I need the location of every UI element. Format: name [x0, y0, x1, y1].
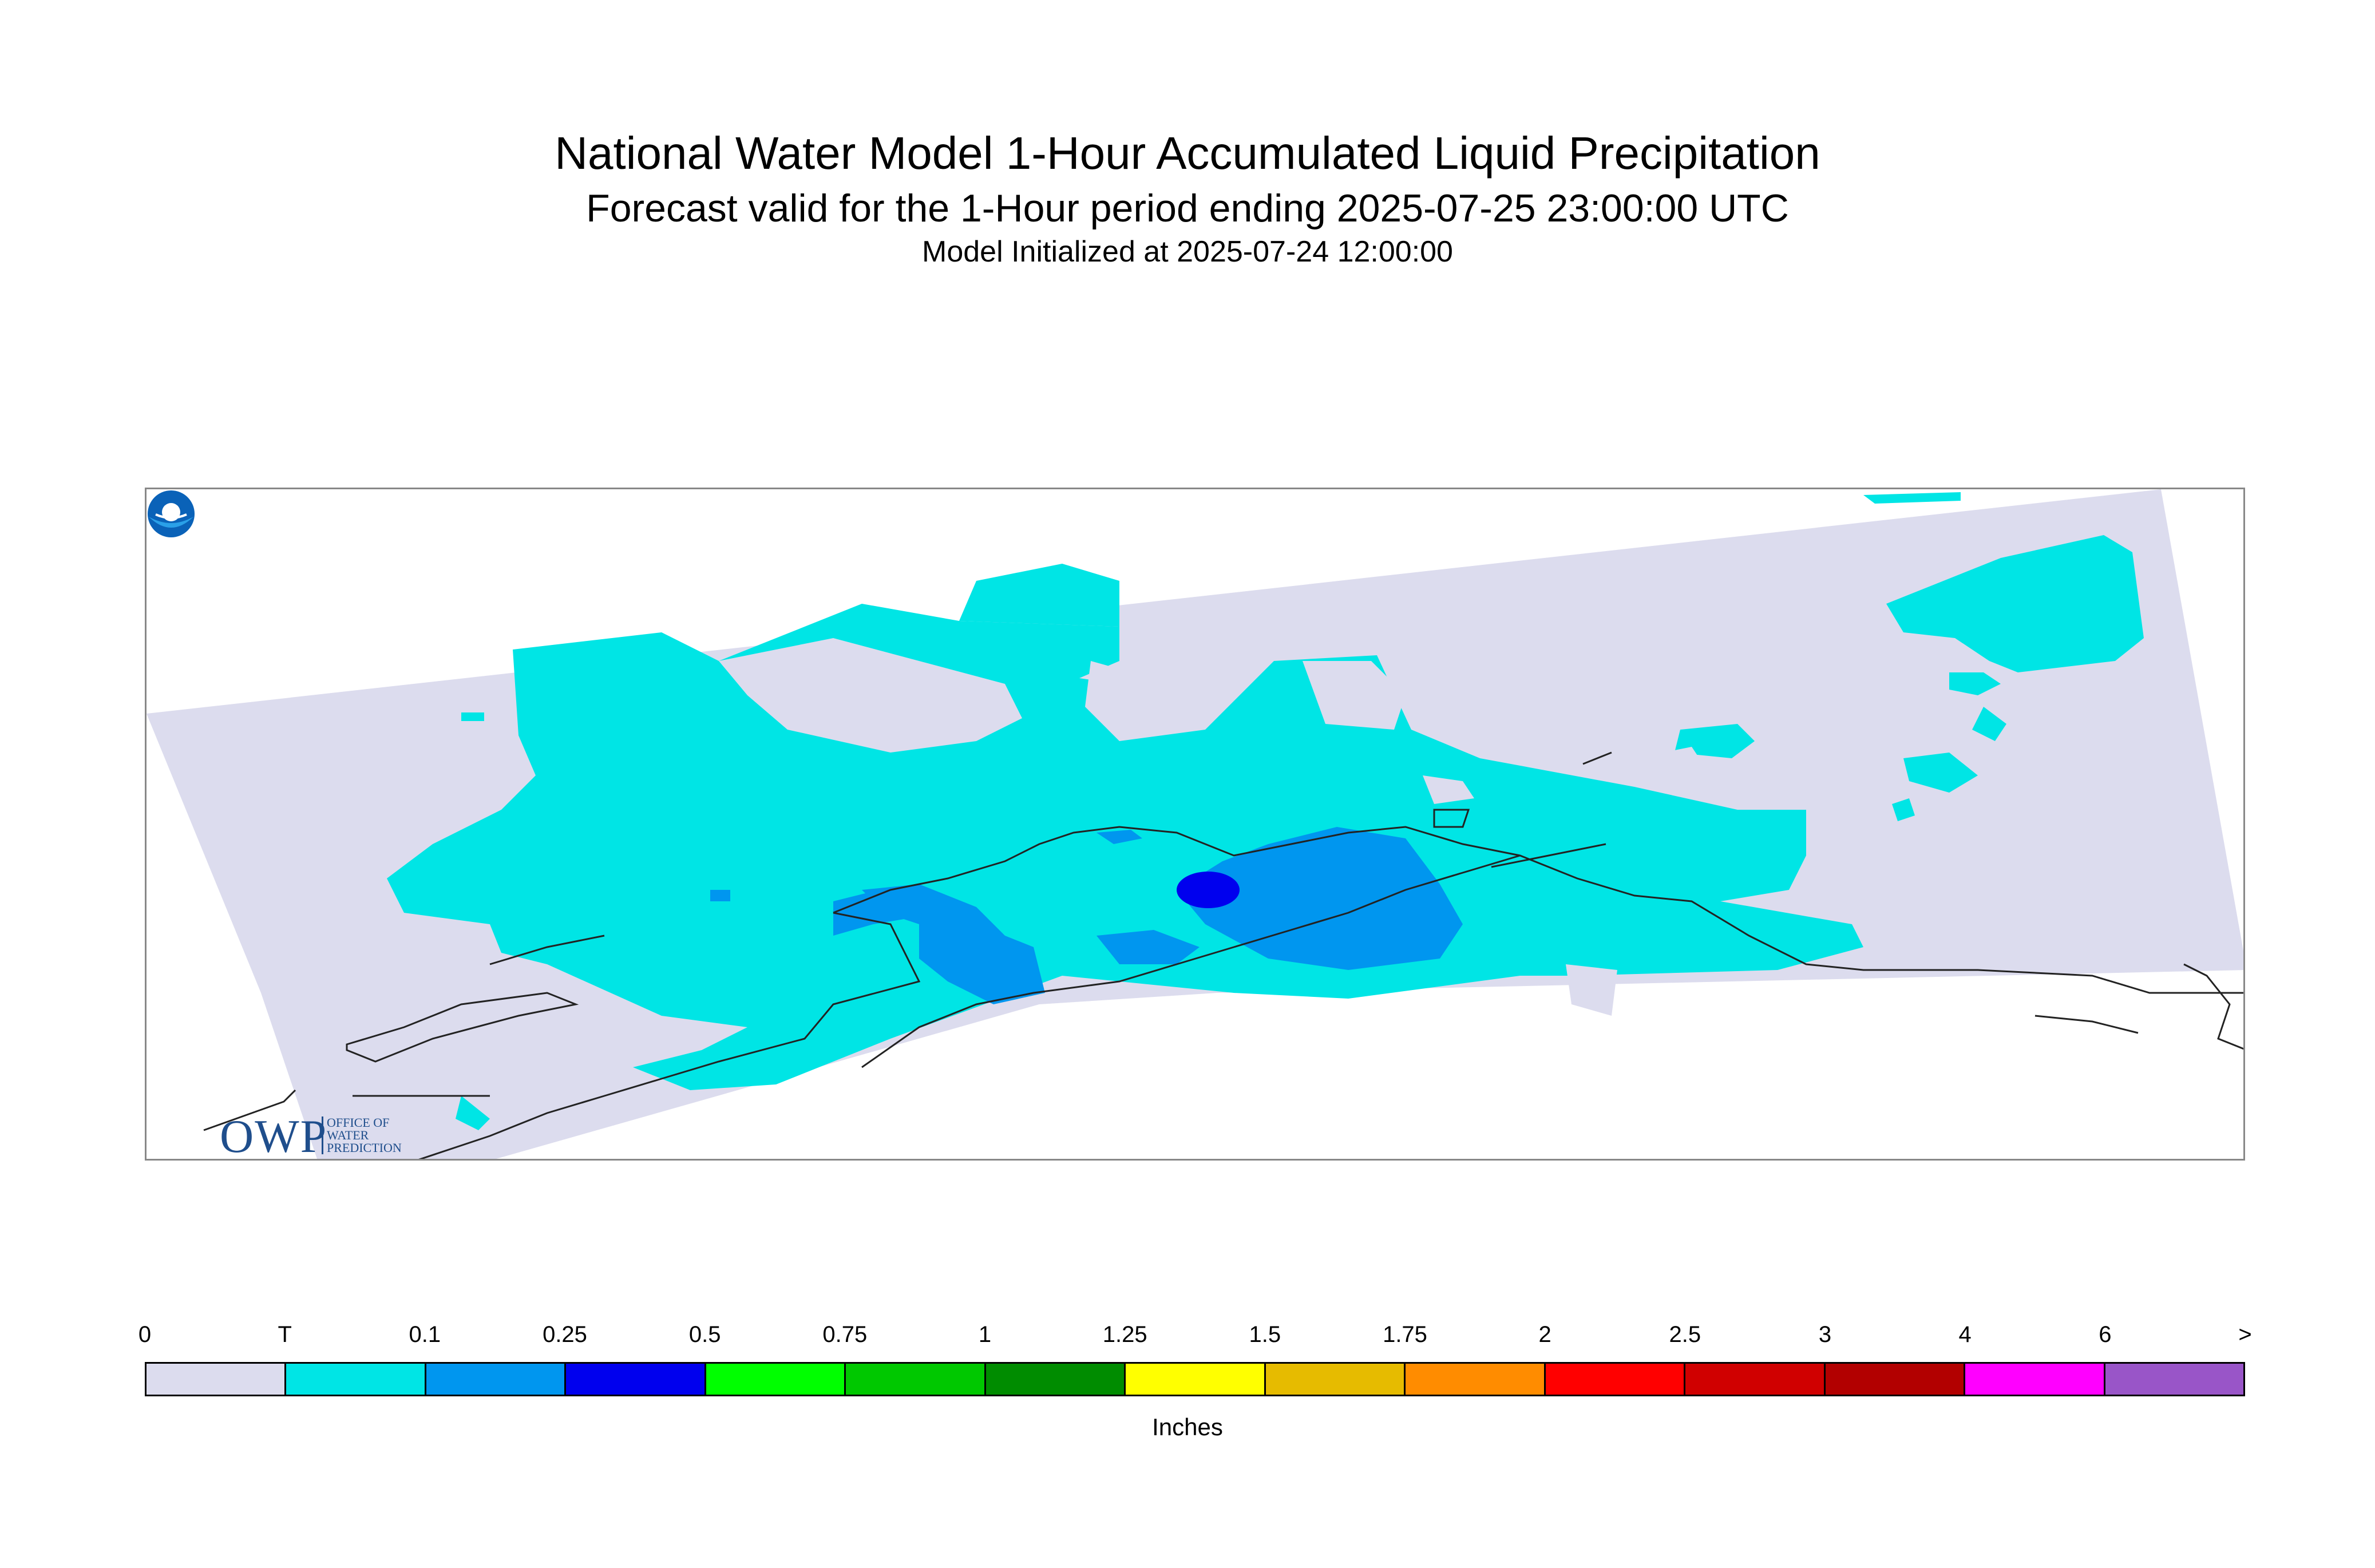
legend-tick-label: 2.5 [1669, 1322, 1701, 1347]
legend-units-label: Inches [1152, 1413, 1223, 1440]
map-title: National Water Model 1-Hour Accumulated … [555, 128, 1820, 179]
legend-swatch [286, 1364, 426, 1395]
legend-tick-label: 1 [978, 1322, 992, 1347]
legend-swatch [985, 1364, 1126, 1395]
legend-tick-label: 4 [1958, 1322, 1972, 1347]
legend-tick-label: 0.1 [409, 1322, 441, 1347]
legend-tick-label: T [278, 1322, 292, 1347]
legend-tick-label: 0.25 [543, 1322, 587, 1347]
legend-swatch [1825, 1364, 1966, 1395]
legend-tick-label: > [2238, 1322, 2252, 1347]
legend-swatch [1965, 1364, 2105, 1395]
legend-tick-label: 0.75 [822, 1322, 868, 1347]
light-precip-areas [710, 827, 1463, 1004]
legend-swatch [1265, 1364, 1406, 1395]
legend-swatch [566, 1364, 706, 1395]
trace-precip-areas [387, 492, 2144, 1130]
legend-tick-label: 6 [2099, 1322, 2112, 1347]
owp-logo-subtext: OFFICE OF WATER PREDICTION [322, 1116, 430, 1154]
owp-logo: OWP OFFICE OF WATER PREDICTION [220, 1110, 402, 1161]
legend-swatch [846, 1364, 986, 1395]
map-subtitle: Forecast valid for the 1-Hour period end… [586, 187, 1789, 230]
legend-swatch [426, 1364, 567, 1395]
legend-swatch [147, 1364, 287, 1395]
legend-tick-label: 2 [1538, 1322, 1551, 1347]
legend-tick-label: 3 [1818, 1322, 1832, 1347]
coastlines [203, 751, 2243, 1159]
legend-tick-label: 1.75 [1383, 1322, 1427, 1347]
legend-swatch [1685, 1364, 1826, 1395]
owp-logo-text: OWP [220, 1110, 328, 1161]
precip-color-legend [145, 1362, 2245, 1396]
legend-tick-label: 0.5 [688, 1322, 721, 1347]
legend-tick-label: 1.25 [1102, 1322, 1147, 1347]
no-precip-gaps [719, 638, 1703, 1016]
precipitation-map: OWP OFFICE OF WATER PREDICTION [145, 488, 2245, 1161]
legend-swatch [706, 1364, 846, 1395]
noaa-logo-icon [148, 490, 195, 537]
legend-swatch [1545, 1364, 1686, 1395]
legend-swatch [1406, 1364, 1546, 1395]
heavy-precip-core [1177, 872, 1240, 908]
model-init-time: Model Initialized at 2025-07-24 12:00:00 [922, 235, 1453, 268]
legend-swatch [2105, 1364, 2244, 1395]
legend-tick-label: 1.5 [1249, 1322, 1281, 1347]
legend-swatch [1126, 1364, 1266, 1395]
legend-tick-label: 0 [138, 1322, 152, 1347]
